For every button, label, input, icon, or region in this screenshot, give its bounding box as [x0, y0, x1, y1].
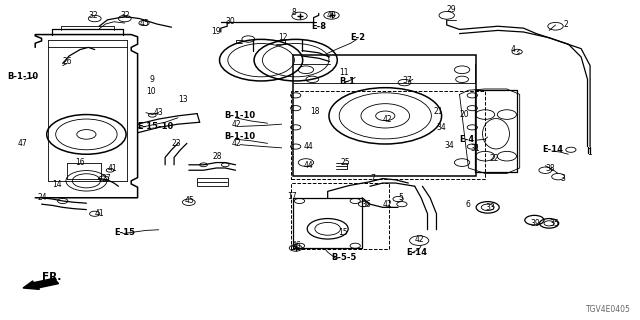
Text: 25: 25 [340, 158, 350, 167]
Text: 14: 14 [52, 180, 62, 189]
Text: 41: 41 [95, 209, 104, 218]
Text: FR.: FR. [42, 272, 61, 282]
Text: 19: 19 [211, 27, 221, 36]
Text: TGV4E0405: TGV4E0405 [586, 305, 630, 314]
Text: 26: 26 [63, 57, 72, 66]
Text: 20: 20 [460, 110, 469, 119]
Text: 46: 46 [291, 241, 301, 250]
Text: 35: 35 [549, 219, 559, 228]
Text: 13: 13 [178, 95, 188, 104]
Text: 10: 10 [146, 87, 156, 96]
Text: 45: 45 [140, 20, 149, 28]
Text: 9: 9 [150, 75, 155, 84]
Text: 8: 8 [291, 8, 296, 17]
Text: B-1-10: B-1-10 [8, 72, 39, 81]
Text: 39: 39 [530, 219, 540, 228]
Text: 29: 29 [447, 5, 456, 14]
Text: B-1: B-1 [339, 77, 355, 86]
FancyArrow shape [23, 278, 59, 289]
Text: 3: 3 [560, 174, 565, 183]
Text: B-5-5: B-5-5 [332, 253, 357, 262]
Text: E-15-10: E-15-10 [138, 122, 174, 131]
Bar [293, 198, 362, 248]
Bar [197, 178, 228, 186]
Text: 17: 17 [287, 192, 296, 201]
Text: 32: 32 [88, 11, 98, 20]
Text: 28: 28 [212, 152, 222, 161]
Text: 42: 42 [232, 139, 241, 148]
Text: 4: 4 [511, 45, 516, 54]
Text: 27: 27 [101, 174, 111, 183]
Text: E-14: E-14 [543, 145, 564, 154]
Text: 30: 30 [225, 17, 235, 26]
Text: 34: 34 [436, 123, 446, 132]
Text: 11: 11 [339, 68, 349, 77]
Text: 24: 24 [37, 193, 47, 202]
Text: 12: 12 [278, 33, 288, 42]
Text: E-8: E-8 [311, 22, 326, 31]
Text: 15: 15 [338, 228, 348, 237]
Text: 21: 21 [434, 107, 444, 116]
Text: 42: 42 [415, 235, 424, 244]
Text: 44: 44 [304, 142, 314, 151]
Text: 7: 7 [370, 174, 375, 183]
Text: 47: 47 [18, 139, 28, 148]
Text: 45: 45 [184, 196, 194, 205]
Text: 23: 23 [172, 139, 181, 148]
Text: 18: 18 [310, 107, 320, 116]
Text: 36: 36 [362, 200, 371, 209]
Text: B-1-10: B-1-10 [224, 111, 255, 120]
Text: 42: 42 [383, 115, 392, 124]
Text: E-15: E-15 [114, 228, 135, 237]
Text: 32: 32 [120, 11, 130, 20]
Text: 22: 22 [490, 154, 499, 163]
Text: 40: 40 [326, 11, 336, 20]
Text: 6: 6 [466, 200, 471, 209]
Text: 42: 42 [383, 200, 392, 209]
Text: B-1-10: B-1-10 [224, 132, 255, 141]
Text: 16: 16 [76, 158, 85, 167]
Text: 31: 31 [470, 144, 480, 153]
Text: 44: 44 [304, 161, 314, 170]
Text: 34: 34 [445, 141, 454, 150]
Text: E-2: E-2 [351, 33, 366, 42]
Text: 38: 38 [545, 164, 555, 173]
Text: E-4: E-4 [460, 135, 475, 144]
Bar [291, 183, 389, 249]
Text: 42: 42 [232, 120, 241, 129]
Bar [293, 55, 476, 176]
Text: 2: 2 [563, 20, 568, 29]
Text: E-14: E-14 [406, 248, 428, 257]
Text: 5: 5 [398, 193, 403, 202]
Bar [291, 91, 485, 179]
Text: 33: 33 [485, 203, 495, 212]
Text: 41: 41 [108, 164, 117, 173]
Text: 37: 37 [402, 76, 412, 85]
Text: 43: 43 [154, 108, 163, 117]
Text: 1: 1 [588, 148, 592, 157]
